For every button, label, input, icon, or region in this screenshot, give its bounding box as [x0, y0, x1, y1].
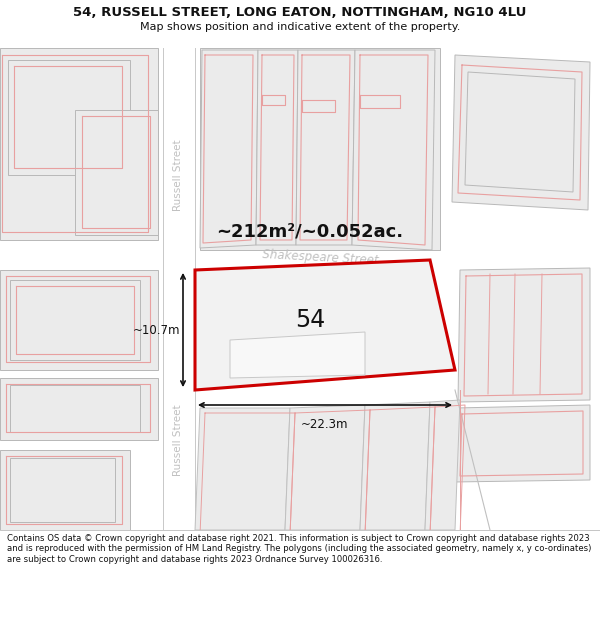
- Polygon shape: [10, 385, 140, 432]
- Polygon shape: [352, 50, 435, 250]
- Polygon shape: [0, 270, 158, 370]
- Text: Shakespeare Street: Shakespeare Street: [262, 249, 379, 268]
- Polygon shape: [360, 402, 430, 530]
- Polygon shape: [0, 48, 158, 240]
- Polygon shape: [195, 260, 455, 390]
- Polygon shape: [285, 405, 365, 530]
- Text: 54, RUSSELL STREET, LONG EATON, NOTTINGHAM, NG10 4LU: 54, RUSSELL STREET, LONG EATON, NOTTINGH…: [73, 6, 527, 19]
- Bar: [163, 48, 195, 530]
- Polygon shape: [200, 48, 440, 250]
- Polygon shape: [230, 332, 365, 378]
- Polygon shape: [200, 50, 258, 248]
- Polygon shape: [453, 405, 590, 482]
- Text: Map shows position and indicative extent of the property.: Map shows position and indicative extent…: [140, 22, 460, 32]
- Polygon shape: [256, 50, 298, 245]
- Text: ~10.7m: ~10.7m: [133, 324, 180, 336]
- Polygon shape: [10, 458, 115, 522]
- Polygon shape: [0, 450, 130, 530]
- Text: ~212m²/~0.052ac.: ~212m²/~0.052ac.: [217, 223, 404, 241]
- Bar: [0, 48, 600, 530]
- Polygon shape: [296, 50, 355, 245]
- Text: ~22.3m: ~22.3m: [301, 418, 349, 431]
- Text: Russell Street: Russell Street: [173, 139, 183, 211]
- Polygon shape: [8, 60, 130, 175]
- Polygon shape: [452, 55, 590, 210]
- Text: Russell Street: Russell Street: [173, 404, 183, 476]
- Polygon shape: [195, 408, 290, 530]
- Polygon shape: [465, 72, 575, 192]
- Polygon shape: [75, 110, 158, 235]
- Polygon shape: [0, 378, 158, 440]
- Polygon shape: [458, 268, 590, 402]
- Polygon shape: [425, 400, 460, 530]
- Text: 54: 54: [295, 308, 325, 332]
- Text: Contains OS data © Crown copyright and database right 2021. This information is : Contains OS data © Crown copyright and d…: [7, 534, 592, 564]
- Polygon shape: [10, 280, 140, 360]
